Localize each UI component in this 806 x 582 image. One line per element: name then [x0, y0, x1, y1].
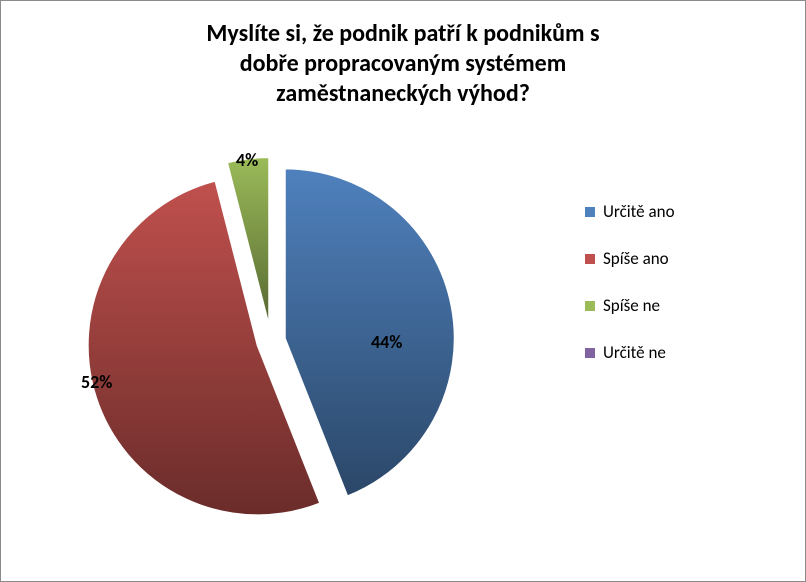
slice-label: 4% [236, 149, 258, 171]
legend-item: Určitě ano [585, 201, 765, 222]
chart-title-line: dobře propracovaným systémem [1, 49, 805, 79]
chart-title-line: zaměstnaneckých výhod? [1, 79, 805, 109]
legend-label: Určitě ne [603, 342, 666, 363]
legend-item: Určitě ne [585, 342, 765, 363]
legend-swatch [585, 301, 595, 311]
legend-item: Spíše ano [585, 248, 765, 269]
legend-swatch [585, 207, 595, 217]
legend-swatch [585, 254, 595, 264]
pie-svg [61, 151, 481, 551]
legend-item: Spíše ne [585, 295, 765, 316]
slice-label: 44% [371, 331, 402, 353]
chart-container: Myslíte si, že podnik patří k podnikům s… [0, 0, 806, 582]
slice-label: 52% [81, 371, 112, 393]
legend-label: Spíše ano [603, 248, 669, 269]
chart-title-line: Myslíte si, že podnik patří k podnikům s [1, 19, 805, 49]
legend-swatch [585, 348, 595, 358]
chart-title: Myslíte si, že podnik patří k podnikům s… [1, 19, 805, 109]
legend-label: Určitě ano [603, 201, 675, 222]
legend: Určitě ano Spíše ano Spíše ne Určitě ne [585, 201, 765, 389]
pie-slice [285, 168, 455, 496]
legend-label: Spíše ne [603, 295, 660, 316]
pie-area: 44% 52% 4% [61, 151, 481, 551]
